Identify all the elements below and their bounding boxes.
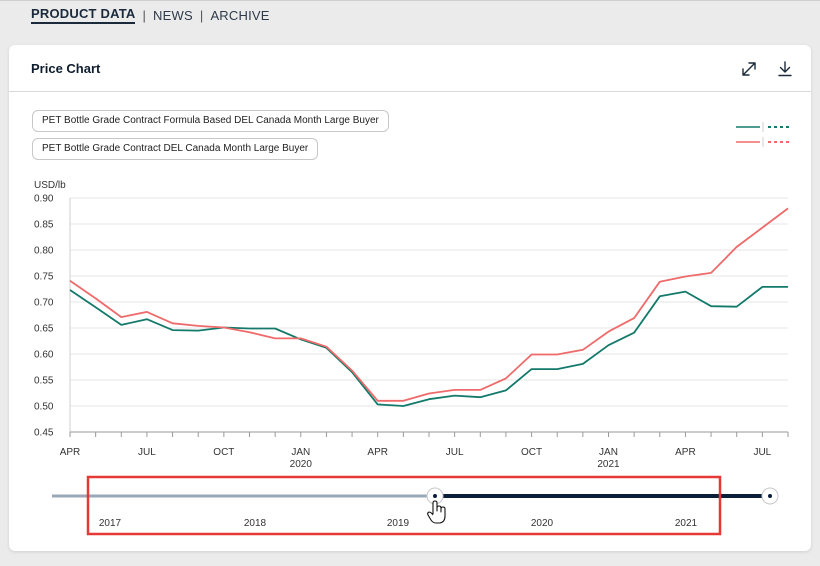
highlight-box bbox=[86, 475, 722, 536]
y-tick-label: 0.60 bbox=[34, 350, 54, 361]
y-tick-label: 0.85 bbox=[34, 220, 54, 231]
x-tick-label: JUL bbox=[753, 447, 771, 458]
series-layer bbox=[69, 207, 789, 407]
grid-layer bbox=[70, 197, 788, 433]
slider-handle-dot bbox=[433, 494, 437, 498]
nav-separator: | bbox=[199, 7, 204, 23]
top-bar: PRODUCT DATA | NEWS | ARCHIVE bbox=[0, 0, 820, 30]
x-tick-label: JUL bbox=[138, 447, 156, 458]
card-title: Price Chart bbox=[31, 61, 101, 76]
y-tick-label: 0.45 bbox=[34, 428, 54, 439]
expand-icon[interactable] bbox=[739, 59, 759, 79]
x-tick-year-label: 2021 bbox=[597, 459, 620, 470]
top-nav: PRODUCT DATA | NEWS | ARCHIVE bbox=[31, 6, 270, 24]
card-header: Price Chart bbox=[9, 45, 811, 92]
y-tick-label: 0.90 bbox=[34, 194, 54, 205]
x-tick-label: APR bbox=[675, 447, 696, 458]
axis-layer: 0.90 0.85 0.80 0.75 0.70 0.65 0.60 0.55 0.50 0.45… bbox=[34, 194, 789, 470]
x-tick-year-label: 2020 bbox=[290, 459, 313, 470]
slider-year-label: 2018 bbox=[244, 518, 267, 529]
legend-key bbox=[736, 122, 792, 147]
x-tick-label: OCT bbox=[213, 447, 234, 458]
y-tick-label: 0.75 bbox=[34, 272, 54, 283]
y-tick-label: 0.65 bbox=[34, 324, 54, 335]
y-tick-label: 0.55 bbox=[34, 376, 54, 387]
series-line-formula-based bbox=[69, 285, 788, 407]
legend-chip-formula-based[interactable]: PET Bottle Grade Contract Formula Based … bbox=[32, 110, 389, 132]
y-tick-label: 0.80 bbox=[34, 246, 54, 257]
series-line-contract bbox=[69, 207, 789, 402]
nav-archive[interactable]: ARCHIVE bbox=[210, 7, 270, 23]
y-tick-label: 0.70 bbox=[34, 298, 54, 309]
y-axis-label: USD/lb bbox=[34, 180, 66, 191]
x-tick-label: JAN bbox=[599, 447, 618, 458]
x-tick-label: JUL bbox=[446, 447, 464, 458]
slider-year-label: 2017 bbox=[99, 518, 122, 529]
nav-news[interactable]: NEWS bbox=[153, 7, 193, 23]
range-slider: 2017 2018 2019 2020 2021 bbox=[52, 475, 779, 536]
x-tick-label: APR bbox=[367, 447, 388, 458]
slider-year-label: 2021 bbox=[675, 518, 698, 529]
nav-product-data[interactable]: PRODUCT DATA bbox=[31, 6, 136, 24]
price-chart-card: Price Chart PET Bottle Grade Contract Fo… bbox=[9, 45, 811, 551]
x-tick-label: APR bbox=[60, 447, 81, 458]
nav-separator: | bbox=[142, 7, 147, 23]
download-icon[interactable] bbox=[775, 59, 795, 79]
slider-handle-end[interactable] bbox=[761, 487, 779, 505]
y-tick-label: 0.50 bbox=[34, 402, 54, 413]
slider-year-label: 2019 bbox=[387, 518, 410, 529]
x-tick-label: JAN bbox=[291, 447, 310, 458]
slider-handle-dot bbox=[768, 494, 772, 498]
legend-chip-contract[interactable]: PET Bottle Grade Contract DEL Canada Mon… bbox=[32, 138, 319, 160]
top-divider bbox=[0, 0, 820, 1]
x-tick-label: OCT bbox=[521, 447, 542, 458]
slider-year-label: 2020 bbox=[531, 518, 554, 529]
hand-cursor-icon bbox=[427, 500, 446, 524]
